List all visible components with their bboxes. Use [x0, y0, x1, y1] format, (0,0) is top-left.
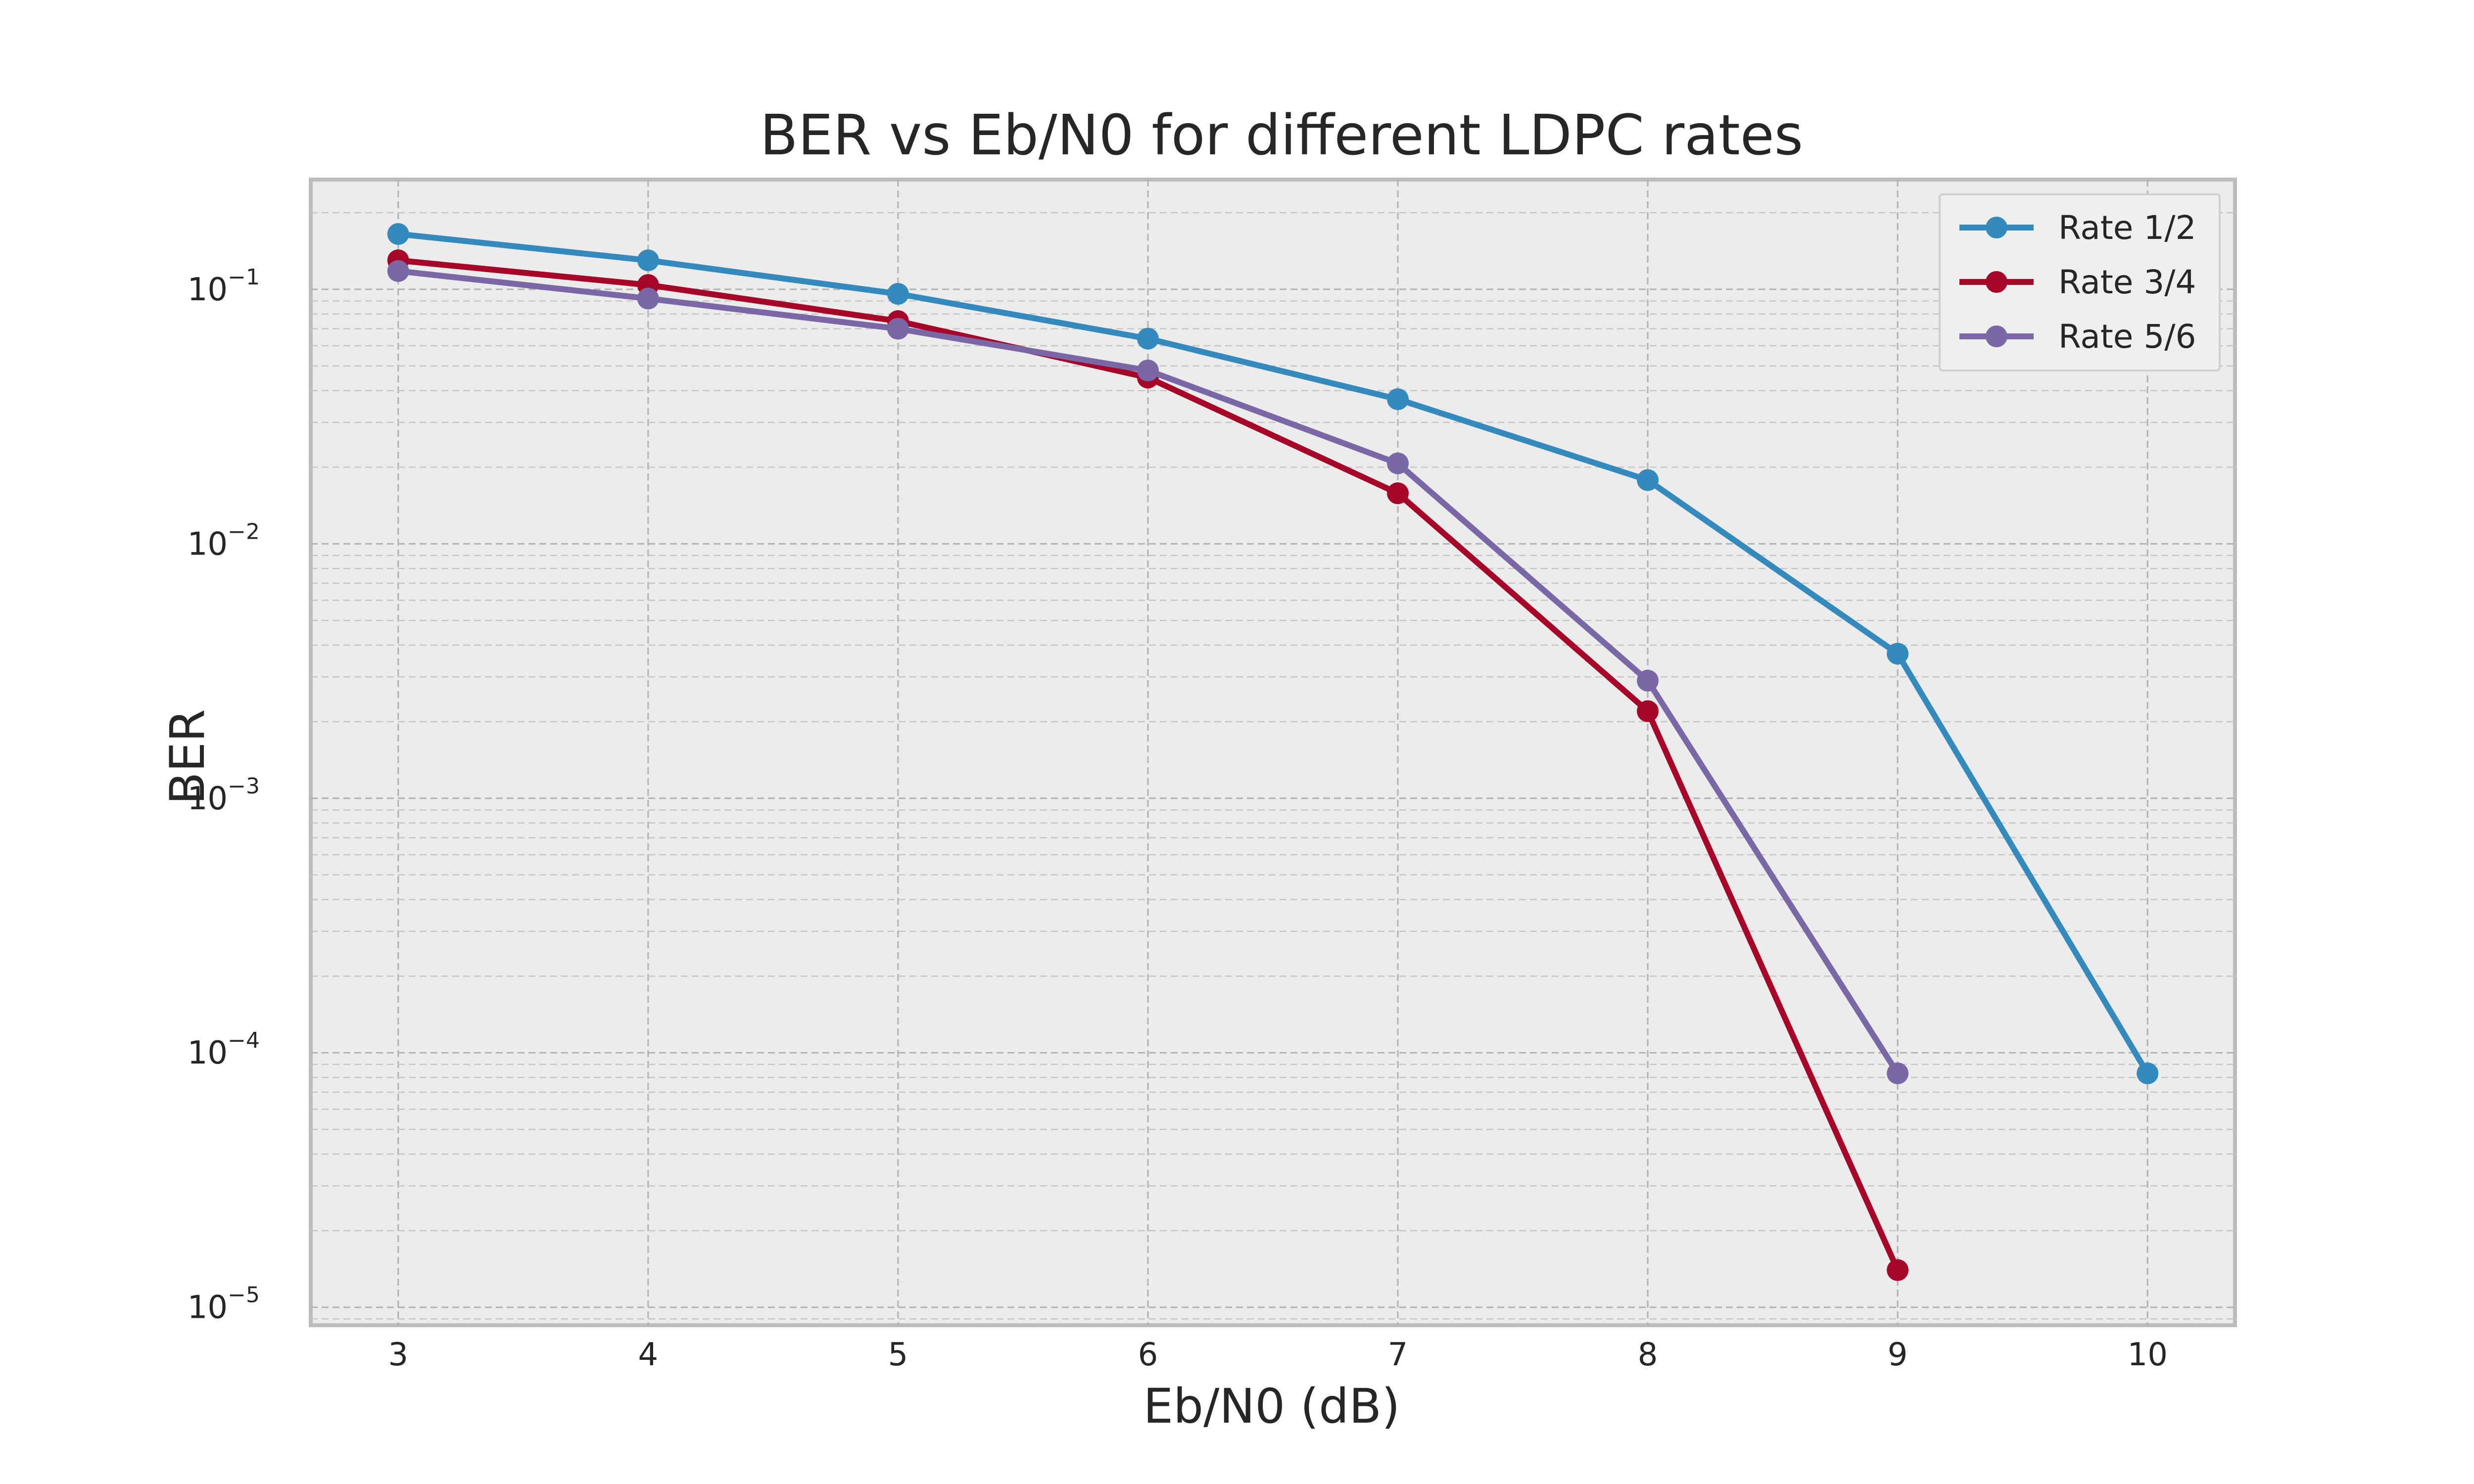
grid-lines: [311, 180, 2235, 1325]
data-point: [2137, 1062, 2159, 1084]
data-point: [1387, 452, 1409, 474]
x-axis-label: Eb/N0 (dB): [1143, 1379, 1400, 1434]
y-tick-label: 10−3: [188, 774, 260, 817]
series-layer: [387, 223, 2159, 1281]
data-point: [887, 283, 909, 305]
y-tick-label: 10−4: [188, 1028, 260, 1071]
y-axis-ticks: 10−5 10−4 10−3 10−2 10−1: [188, 265, 260, 1326]
y-tick-label: 10−5: [188, 1283, 260, 1326]
data-point: [637, 249, 659, 272]
y-tick-label: 10−1: [188, 265, 260, 308]
legend-marker: [1986, 325, 2007, 347]
chart-title: BER vs Eb/N0 for different LDPC rates: [760, 103, 1803, 168]
legend-item: Rate 5/6: [1959, 318, 2196, 356]
legend-marker: [1986, 217, 2007, 238]
legend-label: Rate 5/6: [2058, 318, 2196, 356]
series-1: [387, 223, 2159, 1084]
series-3: [387, 260, 1909, 1084]
x-tick-label: 9: [1888, 1337, 1908, 1373]
data-point: [1387, 388, 1409, 411]
x-tick-label: 3: [388, 1337, 408, 1373]
data-point: [637, 287, 659, 310]
legend: Rate 1/2 Rate 3/4 Rate 5/6: [1939, 193, 2221, 371]
data-point: [1887, 643, 1909, 665]
legend-item: Rate 3/4: [1959, 263, 2196, 301]
data-point: [387, 260, 409, 282]
x-tick-label: 5: [888, 1337, 908, 1373]
data-point: [1637, 700, 1659, 722]
legend-box: [1939, 193, 2221, 371]
y-tick-label: 10−2: [188, 519, 260, 562]
x-tick-label: 10: [2128, 1337, 2168, 1373]
data-point: [1637, 469, 1659, 491]
data-point: [1137, 359, 1159, 381]
data-point: [1887, 1062, 1909, 1084]
x-axis-ticks: 3 4 5 6 7 8 9 10: [388, 1337, 2168, 1373]
data-point: [1387, 482, 1409, 505]
legend-marker: [1986, 271, 2007, 293]
y-axis-label: BER: [160, 709, 215, 804]
data-point: [887, 318, 909, 340]
data-point: [1887, 1259, 1909, 1281]
x-tick-label: 8: [1638, 1337, 1658, 1373]
x-tick-label: 7: [1388, 1337, 1408, 1373]
data-point: [1637, 669, 1659, 692]
x-tick-label: 6: [1138, 1337, 1158, 1373]
x-tick-label: 4: [638, 1337, 658, 1373]
legend-label: Rate 1/2: [2058, 209, 2196, 247]
data-point: [1137, 327, 1159, 350]
series-line: [398, 231, 2150, 1075]
legend-label: Rate 3/4: [2058, 263, 2196, 301]
data-point: [387, 223, 409, 245]
legend-item: Rate 1/2: [1959, 209, 2196, 247]
